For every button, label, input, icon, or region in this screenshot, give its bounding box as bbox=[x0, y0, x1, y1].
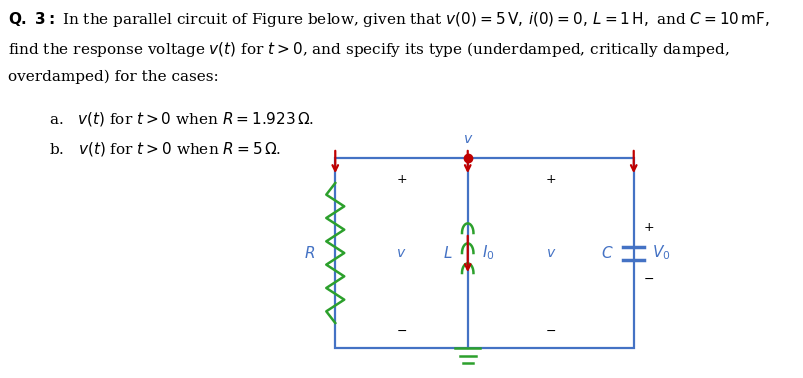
Text: $+$: $+$ bbox=[395, 174, 406, 186]
Text: $v$: $v$ bbox=[545, 246, 555, 260]
Text: $-$: $-$ bbox=[642, 271, 653, 285]
Text: $C$: $C$ bbox=[600, 245, 613, 261]
Text: b.   $v(t)$ for $t > 0$ when $R = 5\,\Omega$.: b. $v(t)$ for $t > 0$ when $R = 5\,\Omeg… bbox=[49, 140, 281, 158]
Text: $\mathbf{Q.\ 3:}$ In the parallel circuit of Figure below, given that $v(0) = 5\: $\mathbf{Q.\ 3:}$ In the parallel circui… bbox=[8, 10, 769, 29]
Text: overdamped) for the cases:: overdamped) for the cases: bbox=[8, 70, 218, 84]
Text: $v$: $v$ bbox=[396, 246, 406, 260]
Text: $-$: $-$ bbox=[395, 324, 406, 336]
Text: $L$: $L$ bbox=[443, 245, 452, 261]
Text: find the response voltage $v(t)$ for $t > 0$, and specify its type (underdamped,: find the response voltage $v(t)$ for $t … bbox=[8, 40, 729, 59]
Text: $R$: $R$ bbox=[304, 245, 316, 261]
Text: $+$: $+$ bbox=[642, 222, 654, 234]
Text: $I_0$: $I_0$ bbox=[482, 244, 495, 262]
Text: $-$: $-$ bbox=[544, 324, 556, 336]
Text: a.   $v(t)$ for $t > 0$ when $R = 1.923\,\Omega$.: a. $v(t)$ for $t > 0$ when $R = 1.923\,\… bbox=[49, 110, 314, 128]
Text: $+$: $+$ bbox=[544, 174, 556, 186]
Text: $V_0$: $V_0$ bbox=[651, 244, 670, 262]
Text: $v$: $v$ bbox=[462, 132, 472, 146]
